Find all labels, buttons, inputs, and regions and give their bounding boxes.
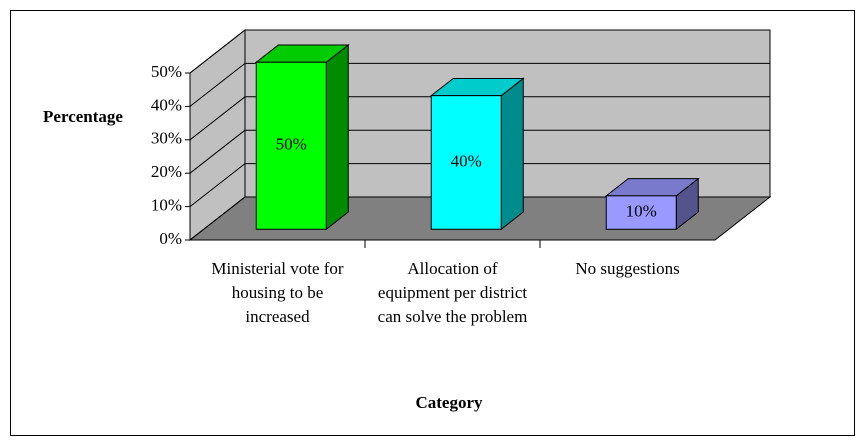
bar-side xyxy=(500,77,524,231)
grid-line xyxy=(189,196,246,241)
grid-line xyxy=(189,63,246,107)
grid-line xyxy=(189,129,246,174)
grid-line xyxy=(189,163,246,207)
x-tick-label: Allocation of equipment per district can… xyxy=(377,259,528,326)
y-tick-label: 40% xyxy=(151,95,182,114)
x-tick-label: No suggestions xyxy=(575,259,680,278)
x-axis-label: Category xyxy=(415,393,483,412)
bar-side xyxy=(325,44,349,231)
y-axis-label: Percentage xyxy=(43,107,123,126)
data-label: 40% xyxy=(451,151,482,170)
grid-line xyxy=(189,96,246,141)
y-tick-label: 50% xyxy=(151,62,182,81)
y-tick-label: 30% xyxy=(151,129,182,148)
data-label: 50% xyxy=(276,135,307,154)
grid-line xyxy=(189,29,246,74)
bar xyxy=(255,61,327,230)
x-tick-label: Ministerial vote for housing to be incre… xyxy=(211,259,344,326)
bar xyxy=(605,195,677,230)
y-tick-label: 10% xyxy=(151,196,182,215)
bar xyxy=(430,95,502,230)
data-label: 10% xyxy=(626,201,657,220)
y-tick-label: 0% xyxy=(159,229,182,248)
y-tick-label: 20% xyxy=(151,162,182,181)
